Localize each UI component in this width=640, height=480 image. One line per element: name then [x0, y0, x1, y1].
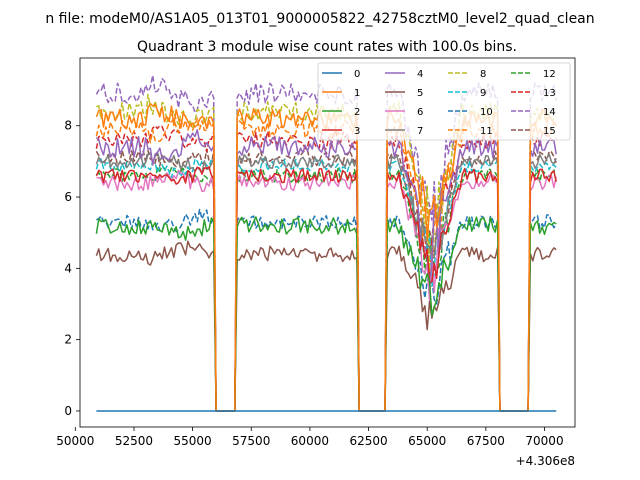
series-line-4 — [95, 129, 557, 412]
series-line-2 — [95, 216, 557, 412]
series-line-13 — [95, 125, 557, 412]
legend-label-11: 11 — [480, 126, 493, 137]
y-tick-label: 0 — [64, 404, 72, 418]
legend-label-7: 7 — [417, 126, 423, 137]
legend-label-8: 8 — [480, 69, 486, 80]
x-tick-label: 62500 — [349, 434, 387, 448]
x-tick-label: 67500 — [467, 434, 505, 448]
legend-label-5: 5 — [417, 88, 423, 99]
x-tick-label: 52500 — [115, 434, 153, 448]
y-tick-label: 8 — [64, 119, 72, 133]
legend-label-2: 2 — [354, 107, 360, 118]
x-tick-label: 65000 — [408, 434, 446, 448]
legend-label-10: 10 — [480, 107, 493, 118]
y-tick-label: 4 — [64, 261, 72, 275]
legend-label-3: 3 — [354, 126, 360, 137]
series-line-5 — [95, 240, 557, 412]
x-tick-label: 57500 — [232, 434, 270, 448]
chart-title: Quadrant 3 module wise count rates with … — [137, 39, 517, 55]
legend-label-6: 6 — [417, 107, 423, 118]
x-offset-label: +4.306e8 — [516, 454, 575, 468]
plot-frame — [79, 57, 576, 428]
legend-frame — [317, 62, 571, 141]
legend-label-14: 14 — [543, 107, 556, 118]
x-tick-label: 50000 — [56, 434, 94, 448]
series-line-3 — [95, 166, 557, 412]
y-tick-label: 2 — [64, 333, 72, 347]
legend-label-0: 0 — [354, 69, 360, 80]
x-tick-label: 60000 — [291, 434, 329, 448]
legend-label-1: 1 — [354, 88, 360, 99]
legend-label-12: 12 — [543, 69, 556, 80]
series-line-7 — [95, 151, 557, 412]
y-tick-label: 6 — [64, 190, 72, 204]
x-tick-label: 70000 — [525, 434, 563, 448]
x-axis: 50000 52500 55000 57500 60000 62500 65000 67500… — [56, 427, 564, 448]
figure-suptitle: n file: modeM0/AS1A05_013T01_9000005822_… — [45, 11, 594, 27]
legend-label-15: 15 — [543, 126, 556, 137]
series-line-9 — [95, 158, 557, 412]
x-tick-label: 55000 — [174, 434, 212, 448]
legend-label-9: 9 — [480, 88, 486, 99]
y-axis: 0 2 4 6 8 — [64, 119, 80, 418]
series-line-15 — [95, 148, 557, 412]
legend-label-4: 4 — [417, 69, 423, 80]
legend-label-13: 13 — [543, 88, 556, 99]
